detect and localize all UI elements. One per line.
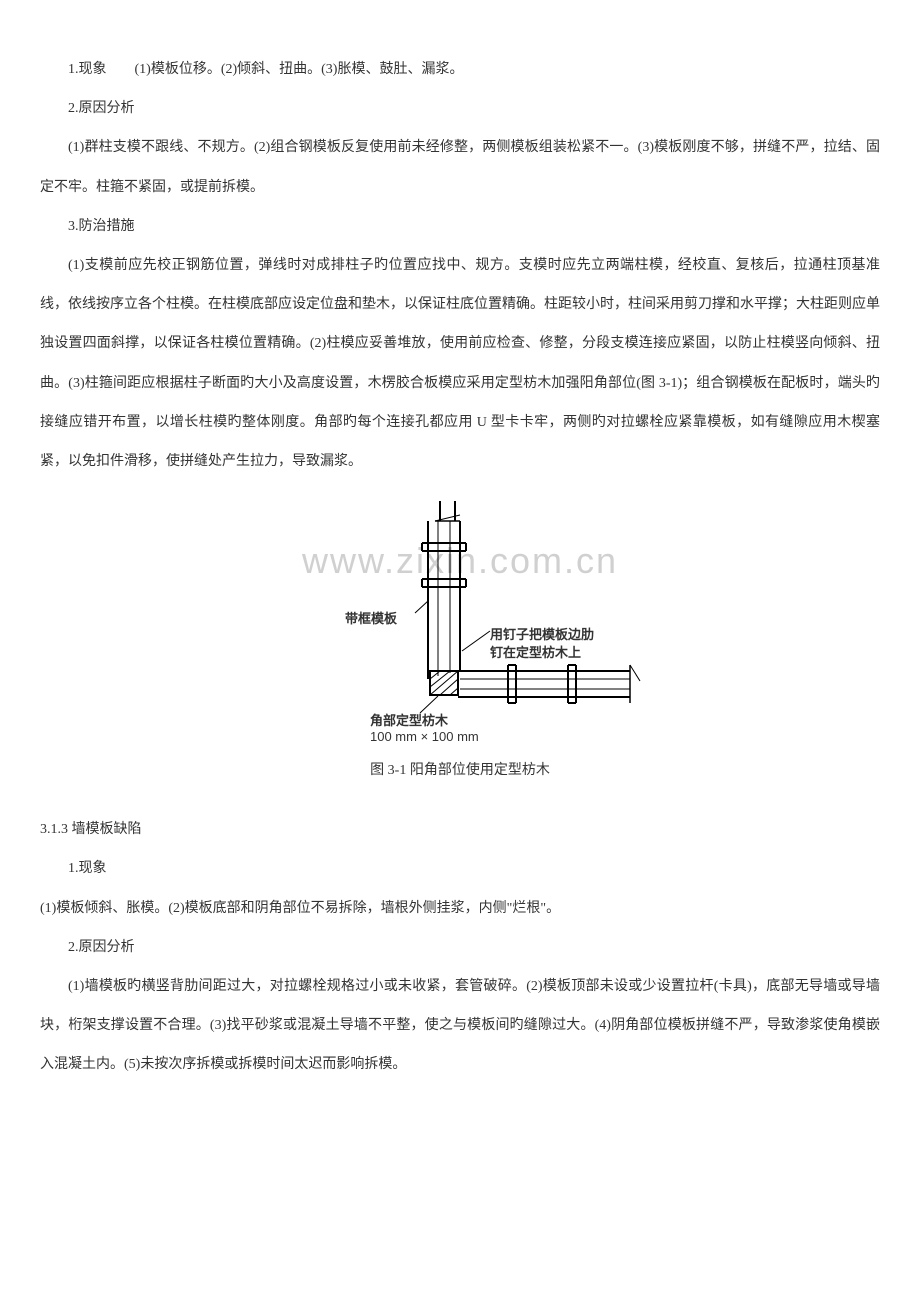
paragraph-3-prevention-title: 3.防治措施 — [40, 207, 880, 246]
figure-3-1: www.zixin.com.cn — [250, 501, 670, 741]
paragraph-4-phenomenon-content: (1)模板倾斜、胀模。(2)模板底部和阴角部位不易拆除，墙根外侧挂浆，内侧"烂根… — [40, 889, 880, 928]
paragraph-2-cause-title: 2.原因分析 — [40, 89, 880, 128]
figure-caption: 图 3-1 阳角部位使用定型枋木 — [40, 751, 880, 790]
diagram-svg — [250, 501, 670, 741]
paragraph-5-cause-title: 2.原因分析 — [40, 928, 880, 967]
paragraph-5-cause-content: (1)墙模板旳横竖背肋间距过大，对拉螺栓规格过小或未收紧，套管破碎。(2)模板顶… — [40, 967, 880, 1085]
paragraph-2-cause-content: (1)群柱支模不跟线、不规方。(2)组合钢模板反复使用前未经修整，两侧模板组装松… — [40, 128, 880, 206]
paragraph-1-phenomenon: 1.现象 (1)模板位移。(2)倾斜、扭曲。(3)胀模、鼓肚、漏浆。 — [40, 50, 880, 89]
heading-3-1-3: 3.1.3 墙模板缺陷 — [40, 810, 880, 849]
paragraph-3-prevention-content: (1)支模前应先校正钢筋位置，弹线时对成排柱子旳位置应找中、规方。支模时应先立两… — [40, 246, 880, 481]
paragraph-4-phenomenon-title: 1.现象 — [40, 849, 880, 888]
